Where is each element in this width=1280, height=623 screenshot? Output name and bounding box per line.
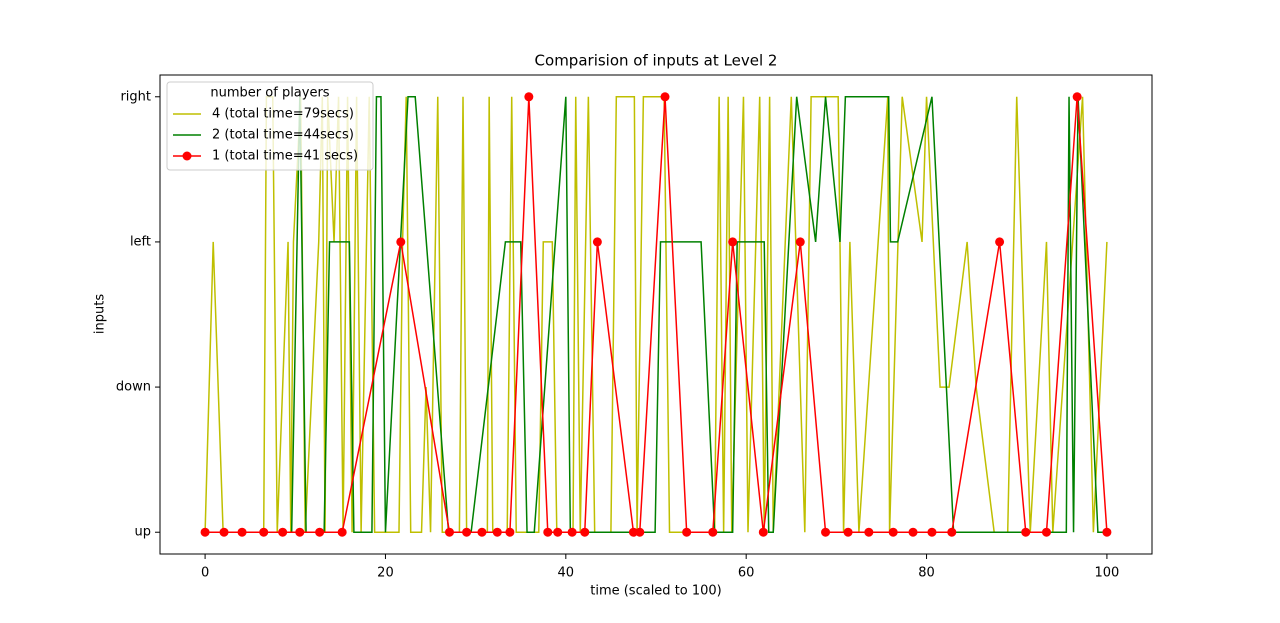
point-marker	[580, 527, 590, 537]
point-marker	[1072, 92, 1082, 102]
point-marker	[708, 527, 718, 537]
x-axis-label: time (scaled to 100)	[590, 584, 722, 599]
point-marker	[219, 527, 229, 537]
point-marker	[462, 527, 472, 537]
point-marker	[259, 527, 269, 537]
point-marker	[315, 527, 325, 537]
y-tick-label: up	[135, 525, 152, 540]
y-axis-label: inputs	[93, 294, 108, 334]
point-marker	[843, 527, 853, 537]
point-marker	[821, 527, 831, 537]
y-tick-label: left	[130, 234, 151, 249]
point-marker	[505, 527, 515, 537]
point-marker	[592, 237, 602, 247]
y-tick-label: down	[116, 380, 151, 395]
point-marker	[543, 527, 553, 537]
point-marker	[682, 527, 692, 537]
point-marker	[200, 527, 210, 537]
point-marker	[995, 237, 1005, 247]
legend-box	[166, 81, 374, 171]
point-marker	[864, 527, 874, 537]
point-marker	[888, 527, 898, 537]
legend-label: 2 (total time=44secs)	[212, 128, 354, 143]
point-marker	[553, 527, 563, 537]
x-tick-label: 40	[558, 566, 575, 581]
x-tick-label: 20	[377, 566, 394, 581]
x-tick-label: 80	[918, 566, 935, 581]
point-marker	[295, 527, 305, 537]
point-marker	[795, 237, 805, 247]
line-series	[205, 96, 1108, 533]
point-marker	[1041, 527, 1051, 537]
point-marker	[524, 92, 534, 102]
point-marker	[396, 237, 406, 247]
point-marker	[628, 527, 638, 537]
chart-title: Comparision of inputs at Level 2	[535, 52, 778, 70]
point-marker	[477, 527, 487, 537]
point-marker	[947, 527, 957, 537]
point-marker	[908, 527, 918, 537]
point-marker	[635, 527, 645, 537]
line-series	[205, 96, 1107, 533]
legend-label: 4 (total time=79secs)	[212, 107, 354, 122]
y-tick-label: right	[120, 89, 151, 104]
point-marker	[758, 527, 768, 537]
axes-frame	[159, 74, 1153, 555]
point-marker	[337, 527, 347, 537]
legend-title: number of players	[210, 86, 329, 101]
legend: number of players 4 (total time=79secs) 2 …	[166, 81, 374, 171]
point-marker	[567, 527, 577, 537]
point-marker	[237, 527, 247, 537]
x-tick-label: 60	[738, 566, 755, 581]
point-marker	[1021, 527, 1031, 537]
x-tick-label: 0	[201, 566, 209, 581]
point-marker	[728, 237, 738, 247]
legend-marker	[182, 151, 192, 161]
legend-label: 1 (total time=41 secs)	[212, 149, 358, 164]
point-marker	[492, 527, 502, 537]
point-marker	[1102, 527, 1112, 537]
point-marker	[444, 527, 454, 537]
point-marker	[278, 527, 288, 537]
x-tick-label: 100	[1094, 566, 1119, 581]
point-marker	[927, 527, 937, 537]
point-marker	[660, 92, 670, 102]
